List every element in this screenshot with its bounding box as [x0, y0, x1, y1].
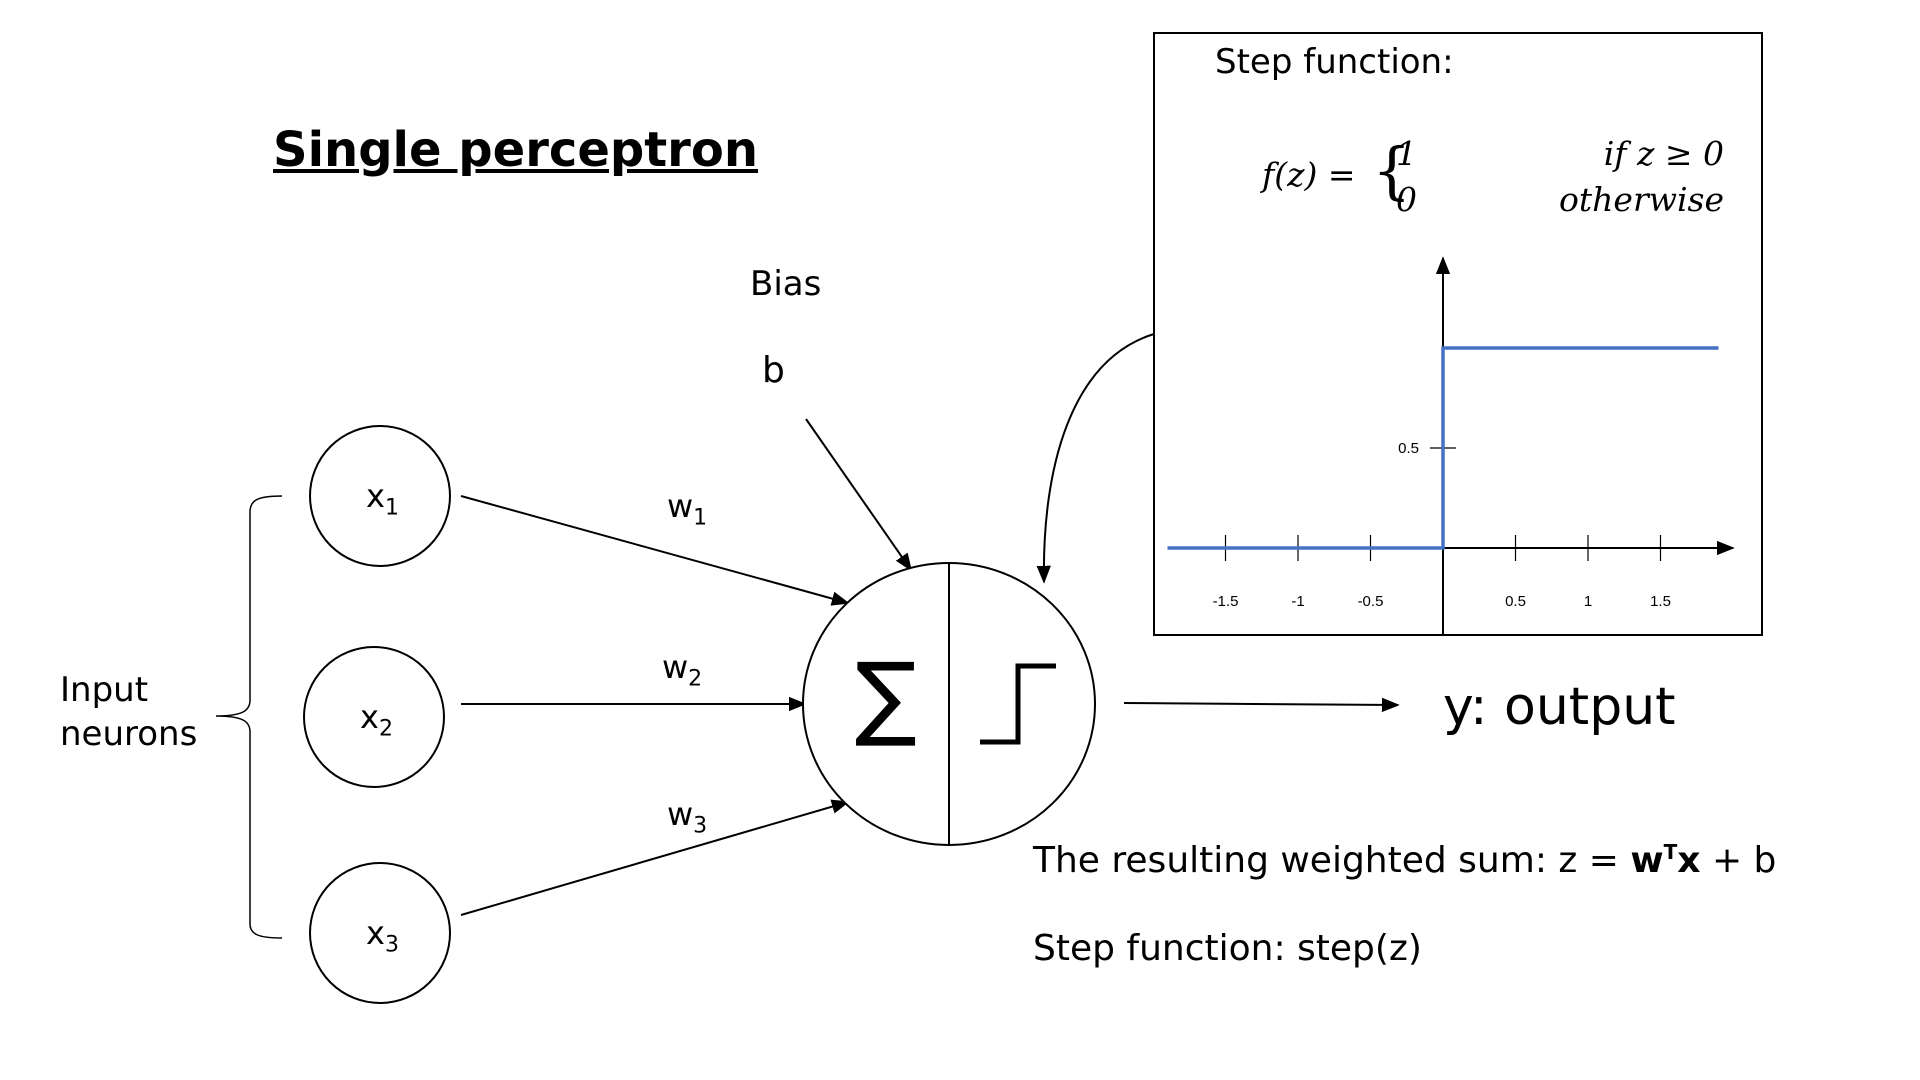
output-arrow	[1124, 703, 1398, 705]
input-neurons-label: Input neurons	[60, 668, 220, 756]
formula-lhs: f(z) =	[1262, 155, 1356, 194]
formula-case1-value: 1	[1396, 134, 1417, 173]
weight-label-w3: w3	[667, 795, 707, 838]
y-tick-label: 0.5	[1398, 440, 1419, 457]
weight-label-w1: w1	[667, 487, 707, 530]
connection-x3-arrow	[461, 802, 848, 915]
weighted-sum-equation: The resulting weighted sum: z = wTx + b	[1033, 840, 1776, 881]
input-label-x3: x3	[366, 914, 399, 957]
input-label-x2: x2	[360, 698, 393, 741]
weight-label-w2: w2	[662, 648, 702, 691]
bias-label: Bias	[750, 264, 821, 304]
formula-case2-value: 0	[1396, 180, 1417, 219]
bias-symbol: b	[762, 350, 785, 391]
x-tick-label: -1	[1291, 593, 1304, 610]
formula-case2-condition: otherwise	[1559, 180, 1724, 219]
activation-pointer-arrow	[1044, 334, 1154, 582]
input-group-brace	[216, 496, 282, 938]
input-label-x1: x1	[366, 477, 399, 520]
x-tick-label: -0.5	[1358, 593, 1384, 610]
x-tick-label: -1.5	[1213, 593, 1239, 610]
step-function-box	[1154, 33, 1762, 635]
x-tick-label: 1	[1584, 593, 1592, 610]
sum-symbol: ∑	[855, 647, 917, 747]
bias-arrow	[806, 419, 911, 570]
x-tick-label: 1.5	[1650, 593, 1671, 610]
output-label: y: output	[1443, 677, 1676, 737]
connection-x1-arrow	[461, 496, 848, 603]
formula-case1-condition: if z ≥ 0	[1604, 134, 1724, 173]
x-tick-label: 0.5	[1505, 593, 1526, 610]
step-box-title: Step function:	[1215, 42, 1454, 82]
page-title: Single perceptron	[273, 122, 758, 178]
step-function-text: Step function: step(z)	[1033, 928, 1422, 969]
